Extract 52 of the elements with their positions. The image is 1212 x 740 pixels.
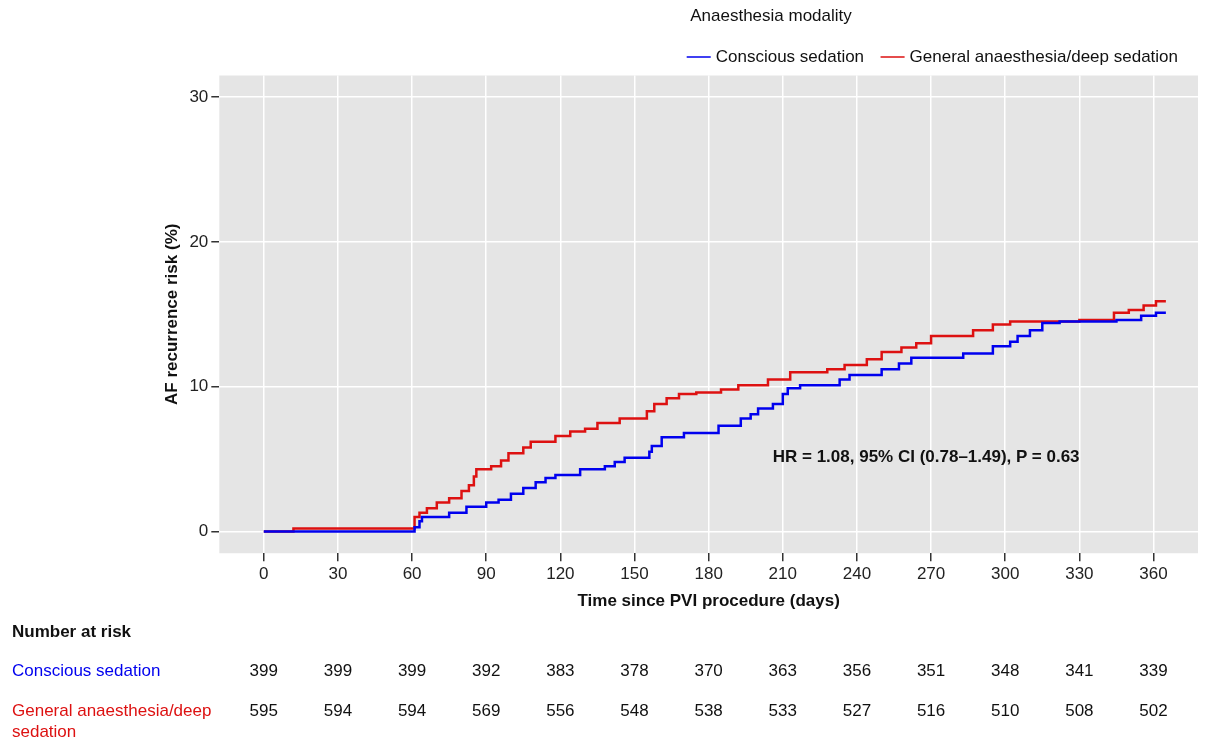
text: 569 — [471, 700, 502, 721]
text: 527 — [841, 700, 873, 721]
x-tick-label: 180 — [694, 564, 723, 584]
y-tick-label: 10 — [189, 376, 209, 396]
text: 510 — [990, 700, 1021, 721]
text: 383 — [545, 660, 576, 681]
x-tick-label: 150 — [620, 564, 649, 584]
x-tick-label: 270 — [916, 564, 946, 584]
y-tick-label: 30 — [189, 86, 209, 106]
x-tick-label: 90 — [476, 564, 496, 584]
legend-label: General anaesthesia/deep sedation — [909, 46, 1179, 66]
x-tick-label: 210 — [768, 564, 797, 584]
text: 348 — [990, 660, 1021, 681]
text: 502 — [1138, 700, 1169, 721]
text: 516 — [915, 700, 947, 721]
text: 595 — [248, 700, 279, 721]
text: 399 — [396, 660, 428, 681]
x-tick-label: 60 — [402, 564, 422, 584]
text: 538 — [693, 700, 724, 721]
text: 351 — [915, 660, 947, 681]
text: 370 — [693, 660, 724, 681]
text: Conscious sedation — [12, 661, 161, 680]
x-tick-label: 300 — [991, 564, 1020, 584]
x-tick-label: 240 — [842, 564, 872, 584]
x-tick-label: 360 — [1139, 564, 1168, 584]
text: 363 — [767, 660, 798, 681]
x-tick-label: 0 — [259, 564, 269, 584]
x-tick-label: 30 — [328, 564, 348, 584]
text: 399 — [248, 660, 279, 681]
y-tick-label: 0 — [198, 521, 209, 541]
text: 594 — [322, 700, 354, 721]
text: 341 — [1064, 660, 1095, 681]
text: 594 — [396, 700, 428, 721]
text: 378 — [619, 660, 650, 681]
y-tick-label: 20 — [189, 231, 209, 251]
legend-label: Conscious sedation — [715, 46, 865, 66]
text: 399 — [322, 660, 354, 681]
text: General anaesthesia/deep sedation — [12, 701, 212, 740]
annotation: HR = 1.08, 95% CI (0.78–1.49), P = 0.63 — [772, 447, 1080, 467]
text: 339 — [1138, 660, 1169, 681]
x-axis-title: Time since PVI procedure (days) — [577, 591, 840, 611]
text: 392 — [471, 660, 502, 681]
x-tick-label: 330 — [1065, 564, 1094, 584]
text: 548 — [619, 700, 650, 721]
legend-title: Anaesthesia modality — [690, 6, 853, 26]
x-tick-label: 120 — [546, 564, 575, 584]
text: 533 — [767, 700, 798, 721]
text: 356 — [841, 660, 873, 681]
text: 508 — [1064, 700, 1095, 721]
text: Number at risk — [12, 622, 132, 642]
y-axis-title: AF recurrence risk (%) — [161, 223, 181, 405]
text: 556 — [545, 700, 576, 721]
